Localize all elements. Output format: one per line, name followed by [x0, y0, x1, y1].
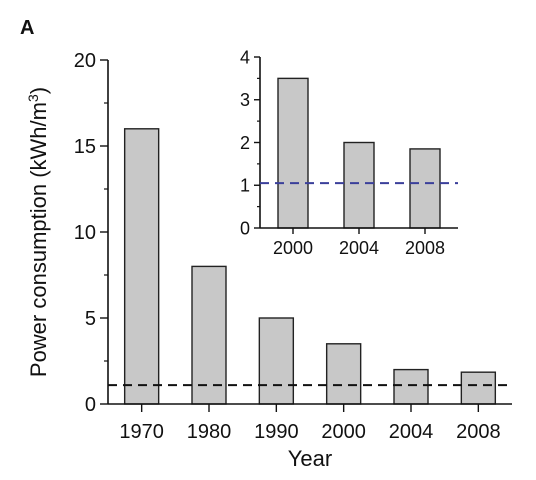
- main-y-tick-label: 5: [85, 308, 96, 330]
- inset-bar: [409, 148, 441, 229]
- main-bar: [191, 265, 227, 405]
- inset-y-tick-label: 0: [240, 218, 250, 238]
- main-bar: [460, 371, 497, 405]
- main-x-tick-label: 1970: [119, 421, 164, 443]
- main-bar: [123, 128, 160, 405]
- main-x-tick-label: 2004: [389, 421, 434, 443]
- inset-y-tick-label: 1: [240, 176, 250, 196]
- main-x-tick-label: 1990: [254, 421, 299, 443]
- inset-y-tick-label: 2: [240, 133, 250, 153]
- main-bar: [393, 368, 429, 405]
- main-bar: [325, 343, 362, 405]
- y-axis-label-suffix: ): [26, 87, 51, 94]
- y-axis-label-superscript: 3: [25, 94, 41, 102]
- main-x-axis-label: Year: [288, 446, 332, 471]
- main-y-tick-label: 15: [74, 136, 96, 158]
- inset-bar: [277, 77, 309, 229]
- main-y-tick-label: 10: [74, 222, 96, 244]
- main-y-tick-label: 20: [74, 50, 96, 72]
- inset-x-tick-label: 2000: [273, 238, 313, 258]
- inset-bar-chart: 0 1 2 3 4 2000 2004 2008: [240, 47, 458, 258]
- inset-bar: [343, 141, 375, 229]
- inset-x-tick-label: 2008: [405, 238, 445, 258]
- main-x-tick-label: 1980: [187, 421, 232, 443]
- inset-y-tick-label: 3: [240, 90, 250, 110]
- inset-x-tick-label: 2004: [339, 238, 379, 258]
- panel-label: A: [20, 17, 34, 39]
- main-y-tick-label: 0: [85, 394, 96, 416]
- y-axis-label-text: Power consumption (kWh/m: [26, 102, 51, 377]
- main-bar: [258, 317, 295, 405]
- main-x-tick-label: 2000: [321, 421, 366, 443]
- main-x-tick-label: 2008: [456, 421, 501, 443]
- main-y-axis-label: Power consumption (kWh/m3): [25, 87, 51, 377]
- inset-y-tick-label: 4: [240, 47, 250, 67]
